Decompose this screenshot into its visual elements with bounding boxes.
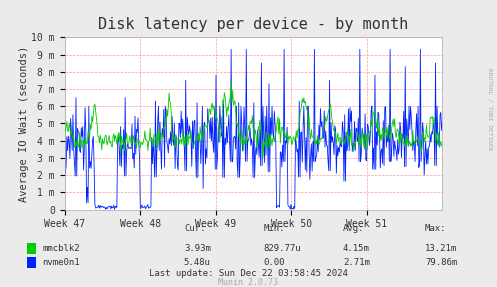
Text: 829.77u: 829.77u <box>263 244 301 253</box>
Text: 3.93m: 3.93m <box>184 244 211 253</box>
Text: 79.86m: 79.86m <box>425 258 457 267</box>
Text: RRDTOOL / TOBI OETIKER: RRDTOOL / TOBI OETIKER <box>487 68 492 150</box>
Text: Min:: Min: <box>263 224 285 233</box>
Text: Munin 2.0.73: Munin 2.0.73 <box>219 278 278 287</box>
Text: Cur:: Cur: <box>184 224 205 233</box>
Text: Max:: Max: <box>425 224 446 233</box>
Text: 4.15m: 4.15m <box>343 244 370 253</box>
Text: mmcblk2: mmcblk2 <box>42 244 80 253</box>
Text: 5.48u: 5.48u <box>184 258 211 267</box>
Text: Last update: Sun Dec 22 03:58:45 2024: Last update: Sun Dec 22 03:58:45 2024 <box>149 269 348 278</box>
Title: Disk latency per device - by month: Disk latency per device - by month <box>98 17 409 32</box>
Y-axis label: Average IO Wait (seconds): Average IO Wait (seconds) <box>18 45 29 201</box>
Text: Avg:: Avg: <box>343 224 364 233</box>
Text: 2.71m: 2.71m <box>343 258 370 267</box>
Text: 13.21m: 13.21m <box>425 244 457 253</box>
Text: nvme0n1: nvme0n1 <box>42 258 80 267</box>
Text: 0.00: 0.00 <box>263 258 285 267</box>
